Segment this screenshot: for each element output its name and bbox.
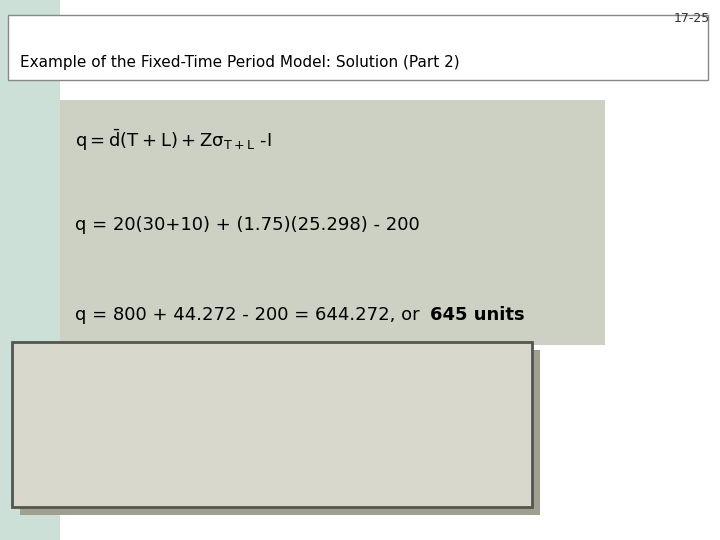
FancyBboxPatch shape xyxy=(20,350,540,515)
Text: 17-25: 17-25 xyxy=(674,12,710,25)
Text: q = 800 + 44.272 - 200 = 644.272, or: q = 800 + 44.272 - 200 = 644.272, or xyxy=(75,306,426,324)
Text: you should place an order of 645 units at: you should place an order of 645 units a… xyxy=(20,407,519,427)
Polygon shape xyxy=(60,0,720,540)
Text: q = 20(30+10) + (1.75)(25.298) - 200: q = 20(30+10) + (1.75)(25.298) - 200 xyxy=(75,216,420,234)
Text: this review period: this review period xyxy=(20,459,240,479)
FancyBboxPatch shape xyxy=(60,100,605,345)
Text: $\mathregular{q=\bar{d}(T+L)+Z\sigma_{T+L}}$ -I: $\mathregular{q=\bar{d}(T+L)+Z\sigma_{T+… xyxy=(75,127,271,153)
Text: So, to satisfy 96 percent of the demand,: So, to satisfy 96 percent of the demand, xyxy=(20,355,510,375)
FancyBboxPatch shape xyxy=(12,342,532,507)
Text: 645 units: 645 units xyxy=(430,306,525,324)
Text: Example of the Fixed-Time Period Model: Solution (Part 2): Example of the Fixed-Time Period Model: … xyxy=(20,55,459,70)
Polygon shape xyxy=(0,0,60,540)
FancyBboxPatch shape xyxy=(8,15,708,80)
